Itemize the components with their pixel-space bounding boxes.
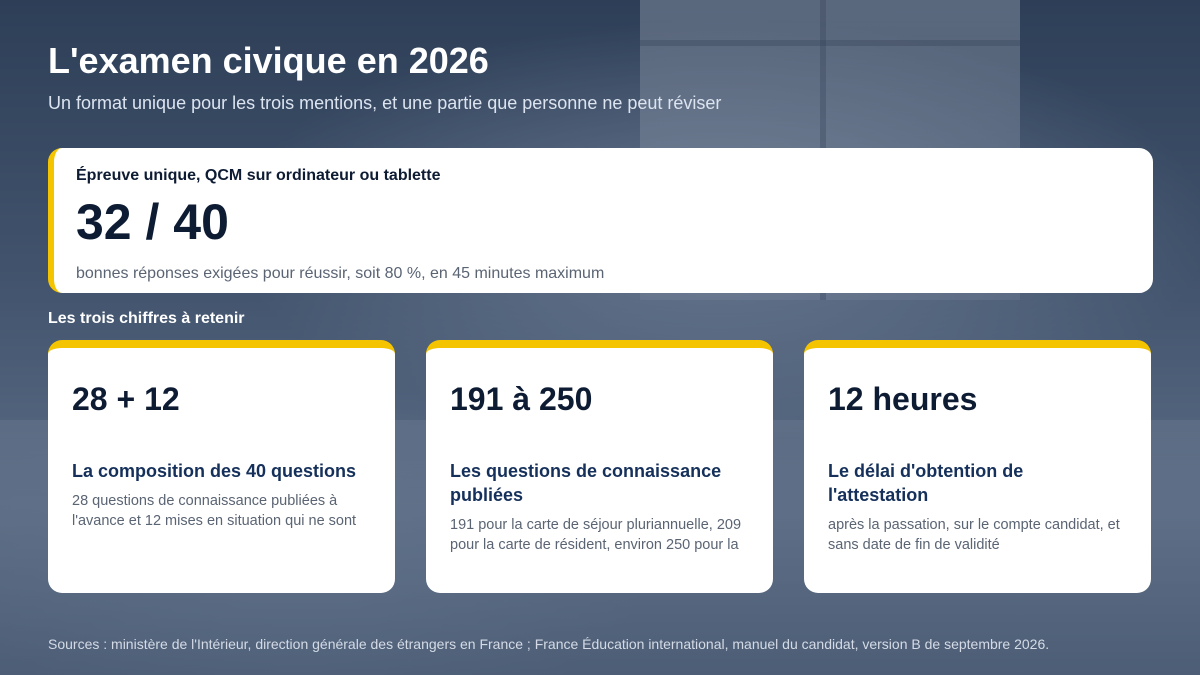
sources-footer: Sources : ministère de l'Intérieur, dire… — [48, 636, 1050, 652]
card-value: 191 à 250 — [450, 381, 593, 417]
card-heading: La composition des 40 questions — [72, 461, 357, 482]
card-heading: Le délai d'obtention de l'attestation — [828, 461, 1024, 506]
card-delai-attestation: 12 heures Le délai d'obtention de l'atte… — [804, 340, 1151, 593]
page-subtitle: Un format unique pour les trois mentions… — [48, 93, 722, 113]
card-description: 28 questions de connaissance publiées à … — [72, 493, 357, 530]
card-description: après la passation, sur le compte candid… — [828, 517, 1120, 554]
card-value: 12 heures — [828, 381, 978, 417]
hero-description: bonnes réponses exigées pour réussir, so… — [76, 265, 605, 282]
card-description: 191 pour la carte de séjour pluriannuell… — [450, 517, 742, 554]
page-title: L'examen civique en 2026 — [48, 40, 489, 81]
card-value: 28 + 12 — [72, 381, 180, 417]
section-label: Les trois chiffres à retenir — [48, 310, 245, 327]
card-heading: Les questions de connaissance publiées — [450, 461, 722, 506]
hero-card: Épreuve unique, QCM sur ordinateur ou ta… — [48, 148, 1153, 293]
hero-label: Épreuve unique, QCM sur ordinateur ou ta… — [76, 167, 441, 184]
card-composition: 28 + 12 La composition des 40 questions … — [48, 340, 395, 593]
hero-value: 32 / 40 — [76, 194, 229, 250]
card-questions-publiees: 191 à 250 Les questions de connaissance … — [426, 340, 773, 593]
